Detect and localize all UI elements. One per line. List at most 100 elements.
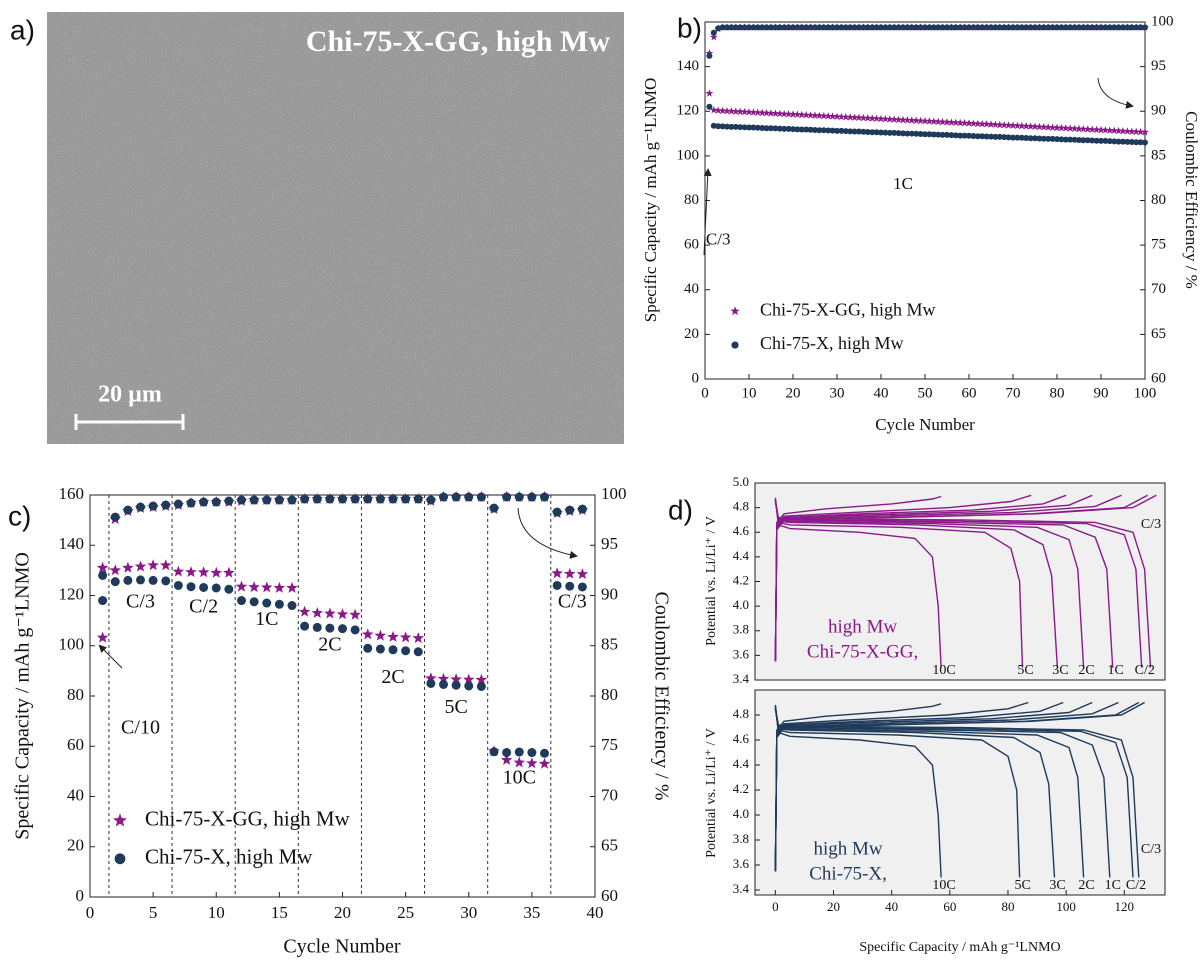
data-point: [705, 89, 714, 97]
y-tick-label: 3.8: [733, 831, 749, 846]
data-point: [797, 110, 806, 119]
data-point: [926, 24, 933, 31]
data-point: [750, 124, 757, 131]
data-point: [732, 123, 739, 130]
data-point: [552, 580, 562, 590]
data-point: [913, 130, 920, 137]
data-point: [1062, 24, 1069, 31]
data-point: [948, 132, 955, 139]
y-tick-label: 140: [59, 534, 85, 553]
data-point: [1022, 122, 1031, 130]
data-point: [978, 119, 987, 128]
y2-tick-label: 80: [601, 685, 618, 704]
data-point: [882, 129, 889, 136]
data-point: [1001, 24, 1008, 31]
data-point: [728, 123, 735, 130]
data-point: [527, 748, 537, 758]
y-tick-label: 80: [684, 192, 699, 208]
data-point: [979, 133, 986, 140]
data-point: [224, 496, 234, 506]
data-point: [387, 630, 399, 642]
data-point: [969, 119, 978, 127]
data-point: [900, 24, 906, 31]
y-tick-label: 20: [67, 836, 84, 855]
data-point: [1092, 125, 1101, 133]
data-point: [338, 624, 347, 634]
x-tick-label: 30: [460, 903, 477, 922]
data-point: [908, 24, 915, 31]
data-point: [514, 492, 524, 502]
x-tick-label: 100: [1134, 385, 1157, 401]
data-point: [489, 747, 499, 757]
data-point: [1115, 24, 1122, 31]
data-point: [1111, 24, 1118, 31]
y-tick-label: 3.4: [733, 881, 750, 896]
data-point: [564, 567, 576, 579]
data-point: [1018, 134, 1025, 141]
data-point: [798, 24, 805, 31]
data-point: [1084, 24, 1091, 31]
data-point: [211, 497, 221, 507]
data-point: [973, 119, 982, 127]
data-point: [552, 507, 562, 517]
y2-tick-label: 75: [601, 735, 618, 754]
data-point: [1137, 139, 1144, 146]
data-point: [173, 499, 183, 509]
data-point: [816, 24, 823, 31]
data-point: [1142, 139, 1148, 146]
data-point: [917, 24, 924, 31]
y-tick-label: 100: [59, 635, 85, 654]
data-point: [820, 24, 827, 31]
data-point: [966, 132, 972, 139]
legend-marker: [113, 813, 127, 827]
data-point: [886, 129, 893, 136]
x-tick-label: 70: [1006, 385, 1021, 401]
arrow: [98, 644, 123, 669]
data-point: [576, 568, 589, 580]
data-point: [1080, 24, 1087, 31]
data-point: [1102, 24, 1109, 31]
image-title: Chi-75-X-GG, high Mw: [306, 25, 611, 58]
data-point: [249, 495, 259, 505]
data-point: [961, 132, 968, 139]
data-point: [1098, 24, 1104, 31]
data-point: [388, 645, 398, 655]
x-axis-label: Specific Capacity / mAh g⁻¹LNMO: [859, 940, 1060, 955]
data-point: [375, 494, 385, 504]
data-point: [98, 596, 108, 606]
data-point: [1005, 24, 1012, 31]
data-point: [362, 628, 374, 640]
data-point: [820, 127, 827, 134]
plot-area: [704, 21, 1146, 380]
data-point: [1115, 138, 1122, 145]
data-point: [1035, 122, 1044, 131]
data-point: [944, 131, 950, 138]
annotation: C/3: [126, 591, 155, 613]
data-point: [1045, 24, 1052, 31]
curve-label: C/2: [1135, 663, 1155, 678]
y2-tick-label: 95: [601, 534, 618, 553]
data-point: [500, 754, 513, 765]
data-point: [829, 24, 836, 31]
x-tick-label: 5: [149, 903, 158, 922]
y-axis-label: Specific Capacity / mAh g⁻¹LNMO: [12, 552, 34, 840]
data-point: [426, 678, 436, 688]
data-point: [1017, 121, 1026, 130]
data-point: [983, 133, 990, 140]
data-point: [991, 120, 1000, 128]
data-point: [527, 492, 537, 502]
data-point: [374, 629, 387, 641]
data-point: [868, 114, 877, 122]
data-point: [983, 24, 990, 31]
data-point: [577, 582, 587, 592]
data-point: [286, 581, 298, 593]
data-point: [860, 24, 867, 31]
data-point: [349, 608, 361, 620]
data-point: [737, 24, 744, 31]
data-point: [122, 561, 134, 573]
y2-tick-label: 70: [601, 785, 618, 804]
data-point: [1067, 24, 1074, 31]
arrow: [517, 507, 578, 559]
data-point: [723, 107, 731, 115]
data-point: [311, 607, 323, 618]
